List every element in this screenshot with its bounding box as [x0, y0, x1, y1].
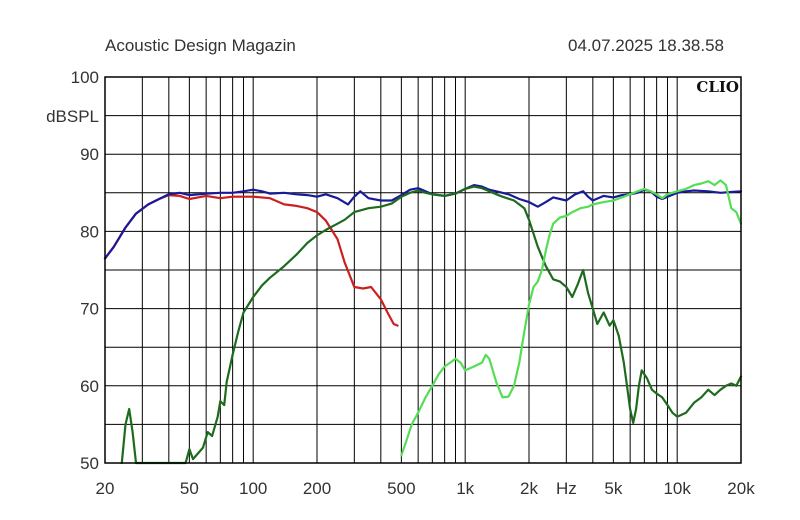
x-tick-labels: 20 50 100 200 500 1k 2k 5k 10k 20k: [96, 479, 756, 498]
chart-header-datetime: 04.07.2025 18.38.58: [568, 36, 724, 55]
x-tick-label: 5k: [604, 479, 622, 498]
chart-header-publisher: Acoustic Design Magazin: [105, 36, 296, 55]
chart-grid: [105, 77, 741, 463]
response-curve-1: [103, 194, 399, 327]
y-tick-label: 100: [71, 68, 99, 87]
plot-frame: [104, 76, 742, 464]
x-tick-label: 2k: [520, 479, 538, 498]
x-tick-label: 1k: [456, 479, 474, 498]
y-tick-label: 70: [80, 300, 99, 319]
x-axis-label: Hz: [556, 479, 577, 498]
x-tick-label: 10k: [663, 479, 691, 498]
y-tick-label: 90: [80, 145, 99, 164]
response-curve-4: [400, 179, 743, 457]
response-curve-3: [120, 185, 743, 465]
x-tick-label: 20: [96, 479, 115, 498]
x-tick-label: 20k: [727, 479, 755, 498]
y-tick-label: 50: [80, 454, 99, 473]
x-tick-label: 200: [303, 479, 331, 498]
y-tick-labels: 100 90 80 70 60 50: [71, 68, 99, 473]
clio-logo: CLIO: [696, 78, 739, 96]
y-tick-label: 80: [80, 222, 99, 241]
chart-curves: [103, 179, 743, 465]
y-axis-label: dBSPL: [46, 107, 99, 126]
y-tick-label: 60: [80, 377, 99, 396]
x-tick-label: 100: [239, 479, 267, 498]
x-tick-label: 50: [180, 479, 199, 498]
x-tick-label: 500: [387, 479, 415, 498]
